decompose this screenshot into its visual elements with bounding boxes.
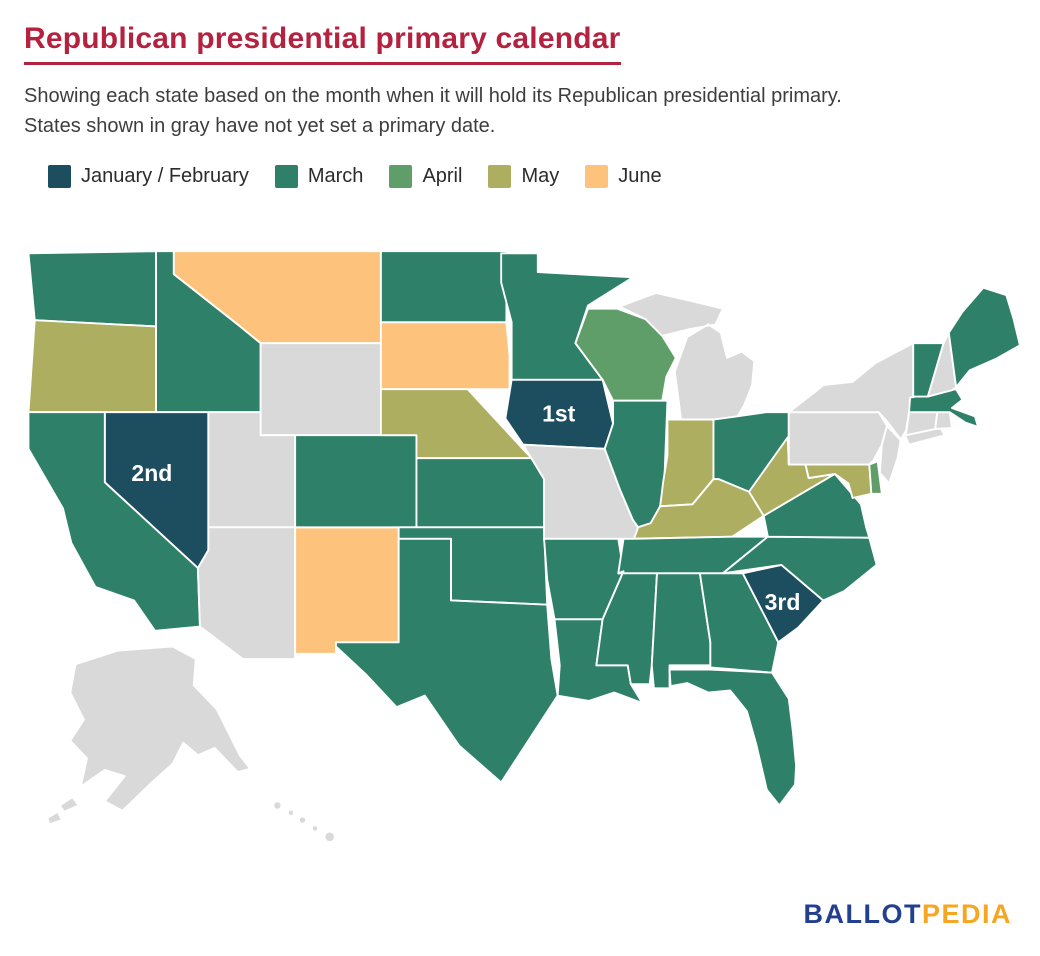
legend-swatch-may [488, 165, 512, 188]
legend-swatch-june [585, 165, 609, 188]
state-colorado [294, 434, 418, 529]
legend-label-april: April [422, 165, 463, 187]
state-massachusetts [908, 388, 980, 428]
state-new-hampshire [926, 331, 958, 398]
south-carolina-rank-label: 3rd [765, 589, 801, 615]
legend-item-january-february: January / February [48, 165, 249, 188]
state-north-carolina [721, 535, 878, 602]
state-rhode-island [934, 411, 953, 430]
legend: January / February March April May June [48, 165, 992, 188]
legend-item-april: April [389, 165, 462, 188]
legend-item-may: May [488, 165, 559, 188]
iowa-rank-label: 1st [542, 401, 576, 427]
legend-item-march: March [274, 165, 364, 188]
logo-ballot: BALLOT [803, 899, 922, 929]
ballotpedia-logo: BALLOTPEDIA [803, 899, 1012, 930]
state-washington [27, 250, 157, 328]
state-pennsylvania [787, 411, 889, 466]
state-florida [668, 668, 798, 807]
state-north-dakota [379, 250, 508, 324]
state-michigan [618, 292, 756, 421]
state-texas [334, 537, 559, 784]
legend-label-january-february: January / February [81, 165, 249, 187]
subtitle-line-2: States shown in gray have not yet set a … [24, 115, 496, 137]
legend-swatch-april [389, 165, 413, 188]
legend-label-june: June [618, 165, 662, 187]
legend-label-may: May [521, 165, 560, 187]
state-oregon [27, 319, 157, 414]
subtitle: Showing each state based on the month wh… [24, 81, 1016, 141]
state-new-mexico [294, 526, 400, 655]
state-south-dakota [379, 321, 511, 391]
header: Republican presidential primary calendar… [0, 0, 1040, 188]
legend-label-march: March [307, 165, 364, 187]
state-alaska [46, 645, 252, 826]
us-choropleth-map: 1st 2nd 3rd [18, 214, 1022, 874]
legend-swatch-march [274, 165, 298, 188]
logo-pedia: PEDIA [921, 899, 1012, 929]
state-arizona [196, 526, 297, 660]
nevada-rank-label: 2nd [131, 460, 172, 486]
state-hawaii [272, 800, 336, 844]
page-title: Republican presidential primary calendar [24, 22, 621, 65]
legend-item-june: June [585, 165, 662, 188]
state-wisconsin [574, 307, 677, 402]
state-kansas [415, 457, 545, 529]
state-california [27, 411, 201, 632]
us-map-svg: 1st 2nd 3rd [27, 250, 1021, 844]
state-wyoming [259, 342, 382, 437]
state-delaware [868, 460, 883, 495]
state-maine [947, 286, 1021, 389]
state-new-jersey [878, 424, 902, 485]
subtitle-line-1: Showing each state based on the month wh… [24, 85, 842, 107]
legend-swatch-january-february [48, 165, 71, 188]
